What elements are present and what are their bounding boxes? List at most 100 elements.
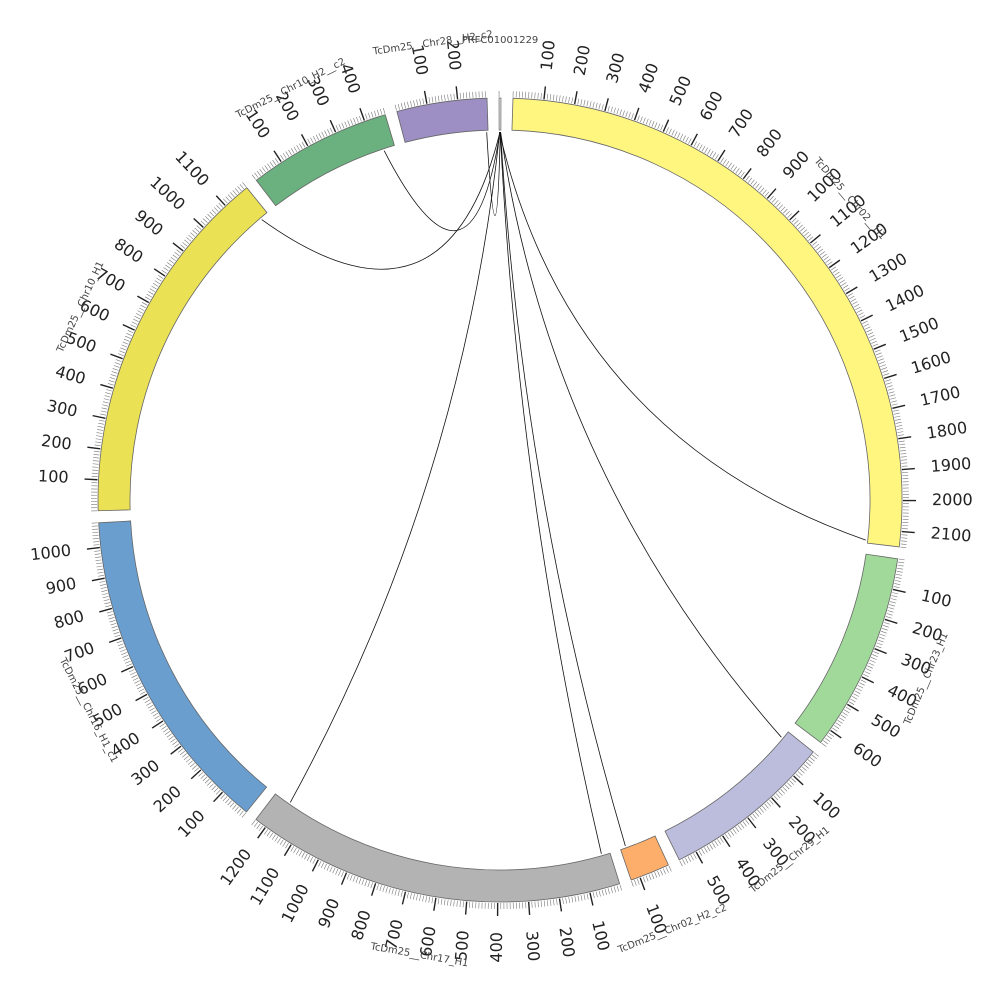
- tick-label: 400: [487, 932, 506, 963]
- link-1: [289, 131, 501, 803]
- major-tick-chr02h1-900: [766, 188, 777, 199]
- labels-layer: 100 200 300 400 500 6007008009001000110012001…: [29, 29, 972, 969]
- major-tick-chr17h1-500: [464, 901, 468, 915]
- major-tick-chr29h1-400: [722, 835, 731, 848]
- major-tick-chr02h1-2100: [901, 530, 915, 534]
- major-tick-chr17h1-600: [433, 897, 437, 911]
- major-tick-chr02h1-1700: [892, 404, 906, 409]
- major-tick-chr16h1c1-600: [120, 666, 134, 673]
- major-tick-chr23h1-400: [861, 676, 875, 684]
- major-tick-chr02h1-1100: [809, 234, 821, 244]
- tick-label: 2000: [932, 490, 973, 509]
- tick-label: 500: [868, 710, 904, 742]
- major-tick-chr17h1-1000: [311, 859, 319, 872]
- major-tick-chr28h2c2-100: [423, 90, 428, 104]
- tick-label: 800: [347, 908, 375, 943]
- segment-chr17h1: [255, 793, 621, 903]
- major-tick-chr16h1c1-500: [135, 693, 148, 702]
- tick-label: 900: [314, 895, 343, 930]
- tick-label: 100: [537, 39, 559, 71]
- major-tick-chr10h1-100: [84, 478, 98, 481]
- segment-chr29h1: [664, 731, 814, 861]
- tick-label: 1000: [146, 172, 189, 214]
- major-tick-chr16h1c1-1000: [86, 546, 100, 550]
- major-tick-chr29h1-100: [793, 775, 804, 786]
- major-tick-chr23h1-200: [884, 618, 898, 624]
- major-tick-chr10h2c2-400: [359, 108, 365, 121]
- tick-label: 2100: [930, 523, 972, 545]
- major-tick-chr16h1c1-200: [190, 769, 202, 780]
- tick-label: 1800: [925, 418, 968, 443]
- major-tick-chr10h1-900: [172, 242, 184, 252]
- major-tick-chr10h1-200: [87, 446, 101, 450]
- major-tick-chr29h1-200: [771, 797, 781, 808]
- tick-label: 500: [451, 930, 472, 962]
- tick-label: 600: [850, 738, 886, 771]
- tick-label: 100: [38, 466, 69, 487]
- tick-label: 900: [779, 147, 813, 182]
- tick-label: 800: [52, 606, 87, 633]
- major-tick-chr16h1c1-700: [108, 637, 122, 644]
- major-tick-chr10h2c2-100: [273, 150, 282, 163]
- major-tick-chr16h1c1-800: [99, 607, 113, 613]
- major-tick-chr02h1-1800: [898, 436, 912, 440]
- tick-label: 800: [111, 234, 147, 267]
- link-7: [500, 131, 782, 738]
- tick-label: 500: [703, 872, 734, 908]
- link-4: [486, 131, 501, 216]
- major-tick-chr02h1-1900: [901, 467, 915, 471]
- major-tick-chr10h1-400: [100, 383, 114, 389]
- major-tick-chr10h1-1000: [193, 218, 204, 228]
- link-2: [261, 131, 501, 270]
- segment-label-chr02h2c2: TcDm25__Chr02_H2_c2: [616, 902, 729, 956]
- tick-label: 1400: [882, 280, 927, 315]
- major-tick-chr10h2c2-200: [300, 134, 309, 147]
- tick-label: 200: [443, 39, 465, 71]
- major-tick-chr02h2c2-100: [639, 877, 646, 891]
- segment-chr10h2c2: [255, 114, 395, 207]
- tick-label: 700: [725, 105, 757, 141]
- segment-label-chr23h1: TcDm25__Chr23_H1: [902, 631, 951, 728]
- major-tick-chr17h1-800: [370, 883, 377, 896]
- major-tick-chr10h2c2-300: [329, 119, 337, 133]
- segment-chr10h1: [97, 187, 268, 512]
- tick-label: 1300: [866, 249, 911, 286]
- major-tick-chr16h1c1-300: [170, 745, 182, 755]
- major-tick-chr17h1-300: [527, 901, 531, 915]
- major-tick-chr17h1-700: [401, 891, 407, 905]
- major-tick-chr02h1-1400: [860, 314, 873, 322]
- tick-label: 200: [150, 782, 185, 817]
- major-tick-chr02h1-400: [633, 107, 640, 121]
- major-tick-chr16h1c1-100: [213, 791, 224, 803]
- major-tick-chr02h1-1600: [883, 373, 897, 380]
- segment-chr23h1: [794, 553, 899, 743]
- tick-label: 900: [131, 206, 167, 240]
- segment-label-ctg: PRFC01001229: [462, 35, 539, 46]
- tick-label: 1600: [909, 347, 954, 377]
- tick-label: 100: [809, 788, 844, 823]
- major-tick-chr17h1-1100: [283, 844, 292, 857]
- tick-label: 500: [665, 73, 695, 109]
- segments-layer: [97, 97, 903, 903]
- major-tick-chr23h1-100: [892, 588, 906, 594]
- link-5: [499, 131, 602, 854]
- tick-label: 1100: [171, 147, 213, 190]
- tick-label: 1000: [277, 881, 312, 926]
- major-tick-chr17h1-1200: [257, 827, 266, 839]
- major-tick-chr17h1-900: [340, 872, 348, 885]
- tick-label: 1700: [918, 382, 962, 410]
- major-tick-chr10h1-700: [137, 295, 150, 304]
- major-tick-chr02h1-1000: [789, 210, 800, 221]
- tick-label: 100: [174, 806, 209, 841]
- link-3: [383, 131, 501, 231]
- major-tick-chr29h1-300: [747, 817, 757, 829]
- tick-label: 1000: [29, 541, 72, 565]
- major-tick-chr10h1-600: [122, 323, 135, 331]
- tick-label: 200: [570, 44, 594, 78]
- major-tick-chr16h1c1-900: [91, 577, 105, 582]
- tick-label: 1200: [216, 845, 255, 889]
- tick-label: 100: [588, 919, 613, 953]
- tick-label: 200: [555, 926, 578, 959]
- tick-label: 800: [752, 125, 786, 161]
